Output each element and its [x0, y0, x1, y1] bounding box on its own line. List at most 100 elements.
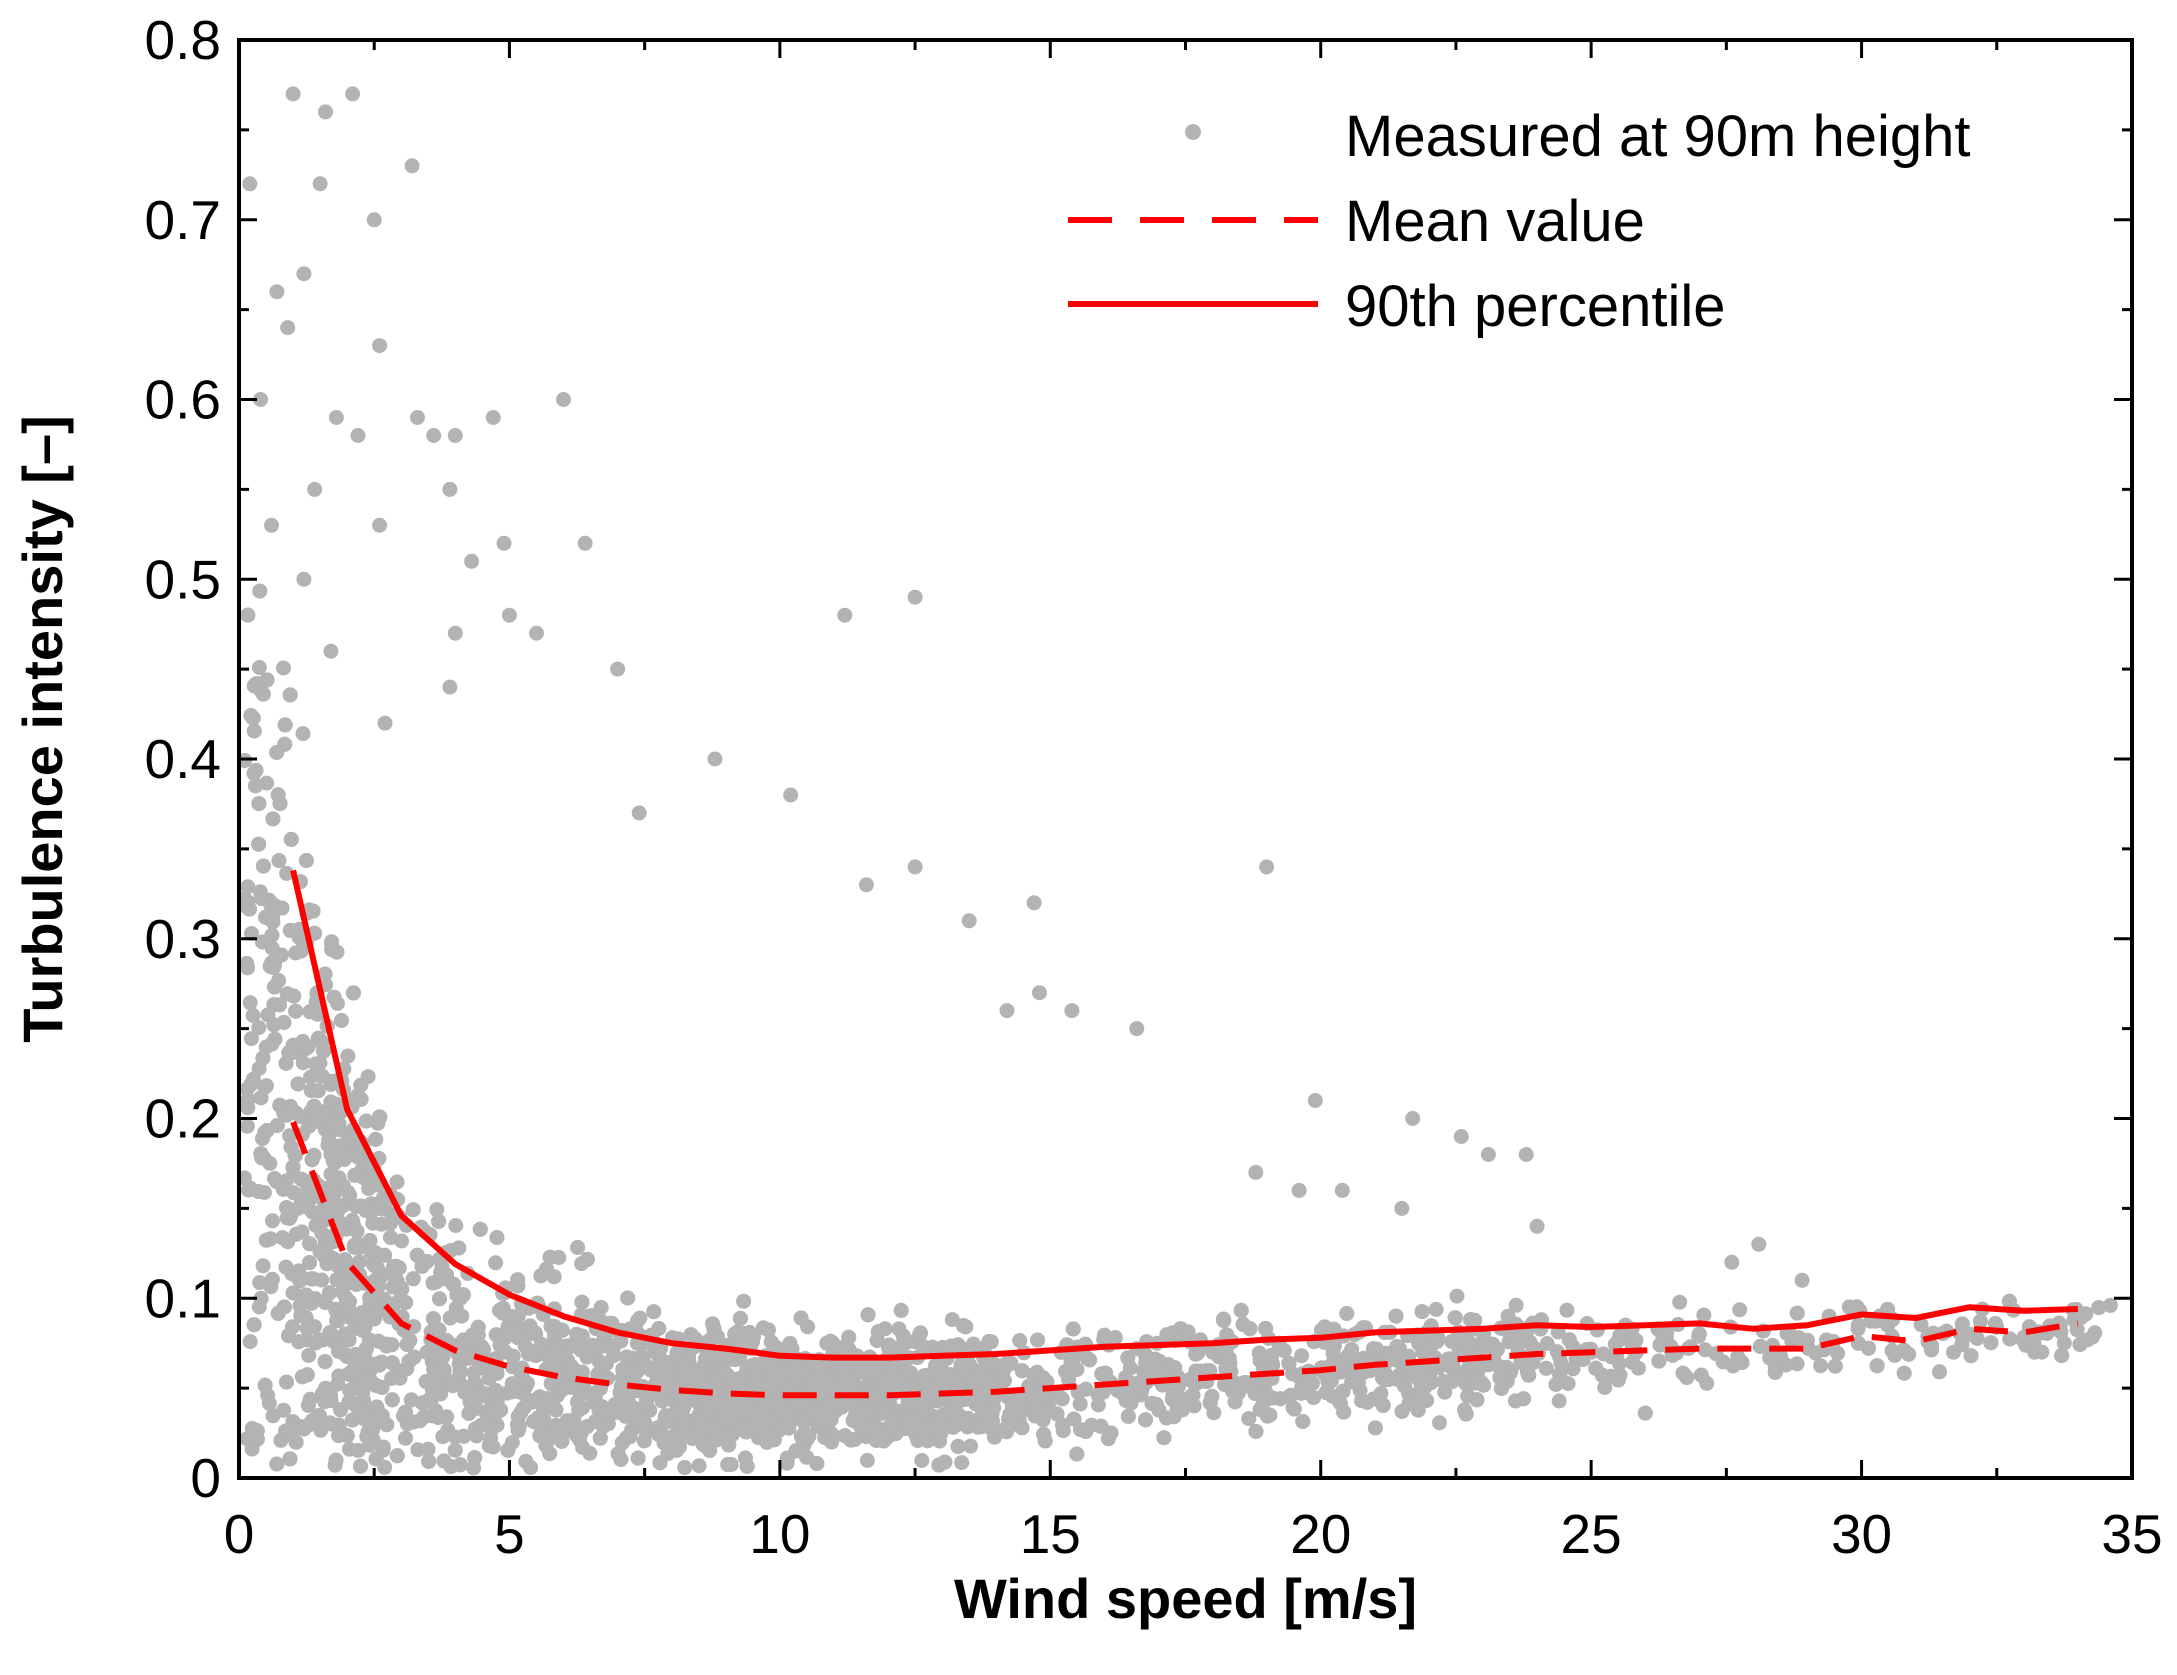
scatter-point	[1241, 1411, 1257, 1427]
scatter-point	[620, 1290, 636, 1306]
scatter-point	[439, 1267, 454, 1283]
scatter-point	[345, 985, 361, 1001]
scatter-point	[1023, 1381, 1039, 1397]
scatter-point	[317, 966, 333, 982]
scatter-point	[652, 1455, 668, 1471]
scatter-point	[859, 1452, 875, 1468]
scatter-point	[282, 1128, 298, 1144]
scatter-point	[1317, 1319, 1333, 1335]
scatter-point	[240, 607, 256, 623]
scatter-point	[760, 1322, 776, 1338]
scatter-point	[1131, 1375, 1147, 1391]
scatter-point	[252, 583, 268, 599]
scatter-point	[492, 1302, 508, 1318]
scatter-point	[1049, 1406, 1065, 1422]
scatter-point	[331, 1343, 346, 1359]
scatter-point	[1242, 1321, 1258, 1337]
scatter-point	[523, 1460, 539, 1475]
scatter-point	[516, 1400, 532, 1416]
scatter-point	[331, 1116, 347, 1132]
scatter-point	[365, 1215, 381, 1231]
scatter-point	[389, 1174, 405, 1190]
scatter-point	[893, 1302, 909, 1318]
scatter-point	[587, 1389, 603, 1405]
scatter-point	[1508, 1297, 1524, 1313]
scatter-point	[283, 831, 299, 847]
scatter-point	[2072, 1336, 2088, 1352]
scatter-point	[2001, 1293, 2017, 1309]
scatter-point	[810, 1417, 826, 1432]
scatter-point	[310, 1083, 326, 1099]
scatter-point	[454, 1308, 470, 1324]
scatter-point	[1884, 1343, 1900, 1359]
scatter-point	[1295, 1414, 1311, 1429]
scatter-point	[691, 1458, 707, 1474]
scatter-point	[262, 1231, 278, 1247]
scatter-point	[253, 1146, 269, 1162]
scatter-point	[265, 1213, 280, 1229]
scatter-point	[265, 1408, 281, 1424]
scatter-point	[304, 1185, 320, 1201]
scatter-point	[1901, 1346, 1917, 1362]
scatter-point	[869, 1333, 885, 1348]
scatter-point	[379, 1417, 395, 1433]
scatter-point	[934, 1408, 950, 1424]
scatter-point	[442, 1310, 458, 1326]
scatter-point	[1388, 1308, 1404, 1324]
scatter-point	[308, 1114, 324, 1129]
scatter-point	[1552, 1367, 1568, 1382]
scatter-point	[944, 1312, 960, 1328]
scatter-point	[488, 1405, 504, 1421]
scatter-point	[255, 858, 271, 874]
scatter-point	[282, 687, 298, 703]
scatter-point	[1003, 1355, 1019, 1371]
scatter-point	[1012, 1333, 1028, 1348]
scatter-point	[329, 1257, 345, 1273]
scatter-point	[421, 1453, 437, 1469]
scatter-point	[1272, 1391, 1288, 1407]
scatter-point	[420, 1441, 436, 1457]
scatter-point	[329, 1313, 345, 1329]
scatter-point	[1205, 1344, 1221, 1360]
scatter-point	[406, 1414, 421, 1430]
scatter-point	[914, 1453, 930, 1468]
scatter-point	[542, 1446, 558, 1462]
scatter-point	[401, 1353, 417, 1369]
scatter-point	[1122, 1360, 1138, 1376]
scatter-point	[340, 1299, 356, 1315]
scatter-point	[1336, 1404, 1352, 1420]
scatter-point	[255, 1050, 271, 1066]
scatter-point	[1428, 1301, 1444, 1317]
scatter-point	[317, 1354, 333, 1370]
scatter-point	[337, 1147, 353, 1163]
scatter-point	[456, 1428, 472, 1444]
scatter-point	[825, 1335, 840, 1351]
scatter-point	[424, 1408, 440, 1424]
scatter-point	[824, 1434, 840, 1450]
scatter-point	[1932, 1364, 1947, 1380]
scatter-point	[1449, 1288, 1465, 1304]
scatter-point	[813, 1357, 828, 1373]
scatter-point	[955, 1318, 971, 1334]
scatter-point	[397, 1404, 413, 1420]
scatter-point	[918, 1368, 934, 1383]
scatter-point	[1187, 1370, 1203, 1386]
scatter-point	[1050, 1387, 1066, 1403]
scatter-point	[369, 1260, 385, 1276]
scatter-point	[1336, 1355, 1352, 1371]
scatter-point	[355, 1170, 371, 1185]
scatter-point	[353, 1198, 368, 1214]
scatter-point	[674, 1428, 690, 1444]
scatter-point	[1559, 1302, 1575, 1318]
scatter-point	[1397, 1378, 1412, 1394]
scatter-point	[470, 1327, 486, 1343]
scatter-point	[651, 1321, 667, 1336]
scatter-point	[1030, 1332, 1046, 1348]
scatter-point	[264, 927, 280, 943]
scatter-point	[295, 726, 311, 742]
scatter-point	[304, 1295, 319, 1311]
scatter-point	[1972, 1313, 1988, 1329]
scatter-point	[245, 1008, 261, 1023]
scatter-point	[346, 1239, 362, 1255]
scatter-point	[362, 1233, 378, 1248]
